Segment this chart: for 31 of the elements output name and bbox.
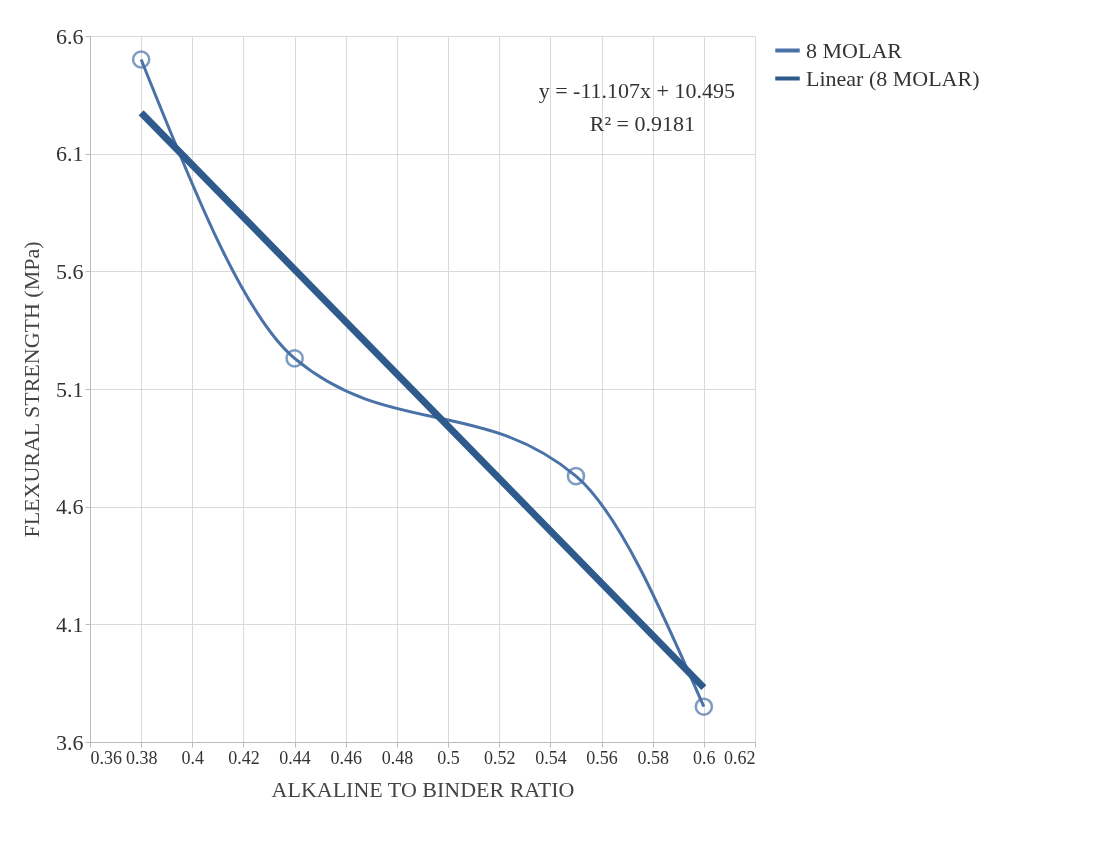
point — [285, 349, 304, 368]
x-tick-label: 0.38 — [125, 747, 158, 768]
x-tick-label: 0.6 — [693, 747, 716, 768]
y-tick-label: 6.6 — [56, 23, 84, 49]
point — [694, 697, 714, 716]
x-tick-label: 0.44 — [279, 747, 311, 768]
x-tick-label: 0.42 — [228, 747, 260, 768]
x-tick-label: 0.56 — [586, 747, 618, 768]
annotation: y = -11.107x + 10.495 — [538, 78, 735, 103]
y-tick-label: 4.1 — [56, 611, 84, 637]
x-tick-label: 0.54 — [535, 747, 567, 768]
x-tick-label: 0.36 — [90, 747, 122, 768]
x-tick-label: 0.46 — [330, 747, 363, 768]
legend-label: Linear (8 MOLAR) — [806, 65, 980, 91]
y-axis-title: FLEXURAL STRENGTH (MPa) — [19, 241, 44, 538]
y-tick-label: 4.6 — [56, 494, 84, 520]
point — [131, 50, 151, 69]
legend-label: 8 MOLAR — [806, 37, 903, 63]
x-tick-label: 0.62 — [724, 747, 756, 768]
y-tick-label: 5.6 — [56, 258, 84, 284]
x-tick-label: 0.4 — [181, 747, 205, 768]
x-tick-label: 0.48 — [381, 747, 414, 768]
y-tick-label: 5.1 — [56, 376, 84, 402]
x-tick-label: 0.58 — [637, 747, 669, 768]
x-tick-label: 0.52 — [483, 747, 516, 768]
point — [566, 466, 586, 486]
x-tick-label: 0.5 — [437, 747, 460, 768]
y-tick-label: 6.1 — [56, 141, 84, 167]
annotation: R² = 0.9181 — [589, 111, 695, 136]
y-tick-label: 3.6 — [56, 729, 84, 755]
x-axis-title: ALKALINE TO BINDER RATIO — [271, 776, 575, 802]
